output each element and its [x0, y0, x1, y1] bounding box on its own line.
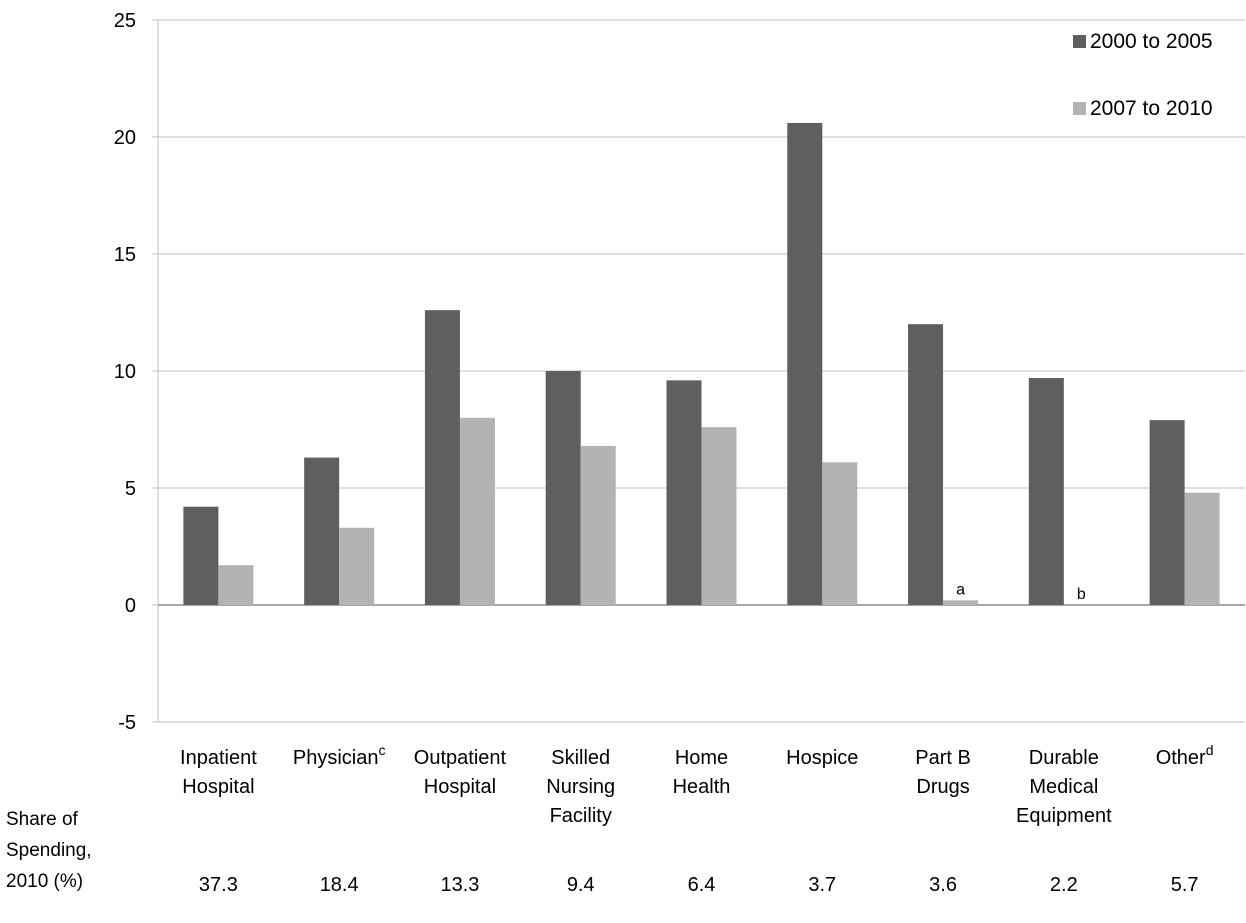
bar-2000-2005	[545, 371, 581, 605]
bar-2000-2005	[1149, 420, 1185, 605]
legend-label: 2000 to 2005	[1090, 30, 1213, 53]
bar-note: a	[956, 581, 965, 598]
share-of-spending-value: 6.4	[688, 874, 716, 896]
category-label: Physicianc	[293, 742, 386, 769]
y-tick-label: 0	[125, 595, 136, 617]
legend: 2000 to 2005 2007 to 2010	[1073, 30, 1213, 120]
category-footnote-marker: c	[378, 742, 385, 758]
bar-2000-2005	[304, 457, 340, 605]
share-of-spending-value: 13.3	[440, 874, 479, 896]
share-of-spending-label: Share of	[6, 809, 79, 830]
bar-2000-2005	[908, 324, 944, 605]
bar-2007-2010	[1184, 492, 1220, 605]
bar-2000-2005	[666, 380, 702, 605]
bar-2007-2010	[459, 417, 495, 605]
category-label: Hospice	[786, 747, 858, 769]
share-of-spending-value: 9.4	[567, 874, 595, 896]
share-of-spending-value: 18.4	[320, 874, 359, 896]
bar-2000-2005	[424, 310, 460, 605]
y-axis: -5 0 5 10 15 20 25	[114, 10, 159, 734]
category-label: Skilled	[551, 747, 610, 769]
category-label: Inpatient	[180, 747, 257, 769]
y-tick-label: 15	[114, 244, 136, 266]
category-label: Nursing	[546, 776, 615, 798]
category-label: Home	[675, 747, 728, 769]
category-label: Durable	[1029, 747, 1099, 769]
share-of-spending-value: 3.7	[808, 874, 836, 896]
category-label: Hospital	[424, 776, 496, 798]
category-label: Facility	[550, 805, 612, 827]
y-tick-label: 5	[125, 478, 136, 500]
category-label: Equipment	[1016, 805, 1112, 827]
share-of-spending-row: Share of Spending, 2010 (%) 37.3 18.4 13.3 9.4…	[6, 809, 1199, 896]
y-tick-label: 25	[114, 10, 136, 32]
bar-2000-2005	[787, 122, 823, 606]
bar-2007-2010	[822, 462, 858, 605]
share-of-spending-value: 3.6	[929, 874, 957, 896]
category-label: Drugs	[916, 776, 969, 798]
share-of-spending-value: 37.3	[199, 874, 238, 896]
bar-2000-2005	[1028, 378, 1064, 605]
bar-2007-2010	[218, 565, 254, 605]
category-label: Health	[673, 776, 731, 798]
y-tick-label: -5	[118, 712, 136, 734]
category-label: Outpatient	[414, 747, 507, 769]
y-tick-label: 20	[114, 127, 136, 149]
legend-swatch	[1073, 35, 1086, 48]
category-label: Medical	[1029, 776, 1098, 798]
share-of-spending-label: 2010 (%)	[6, 871, 83, 892]
gridlines	[158, 19, 1245, 723]
share-of-spending-value: 2.2	[1050, 874, 1078, 896]
category-label: Hospital	[182, 776, 254, 798]
bar-2000-2005	[183, 506, 219, 605]
bar-2007-2010	[580, 445, 616, 605]
bar-2007-2010	[943, 600, 979, 605]
legend-swatch	[1073, 102, 1086, 115]
x-axis-category-labels: Inpatient Hospital Physicianc Outpatient Hos…	[180, 742, 1214, 827]
bar-note: b	[1077, 586, 1086, 603]
share-of-spending-label: Spending,	[6, 840, 92, 861]
category-footnote-marker: d	[1206, 742, 1214, 758]
y-tick-label: 10	[114, 361, 136, 383]
bar-2007-2010	[701, 427, 737, 605]
category-label: Otherd	[1156, 742, 1214, 769]
legend-label: 2007 to 2010	[1090, 97, 1213, 120]
bar-2007-2010	[339, 527, 375, 605]
share-of-spending-value: 5.7	[1171, 874, 1199, 896]
category-label: Part B	[915, 747, 971, 769]
